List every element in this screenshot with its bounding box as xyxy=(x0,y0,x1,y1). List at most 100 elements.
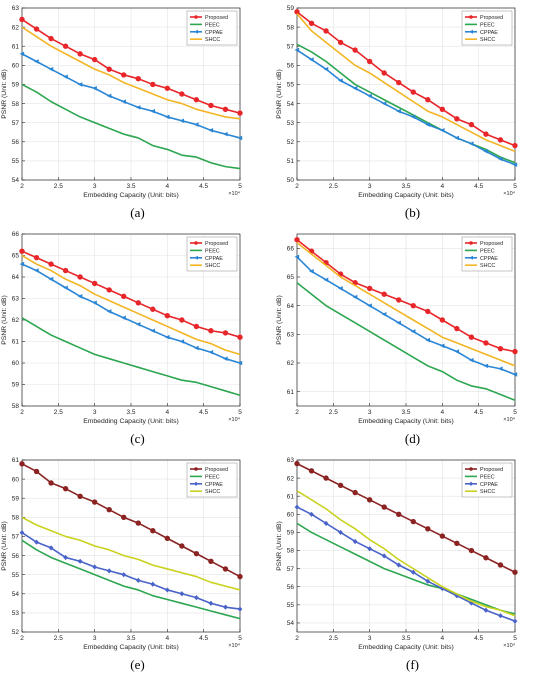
data-point xyxy=(92,564,98,570)
data-point xyxy=(454,349,460,354)
x-axis-multiplier: ×10⁴ xyxy=(503,642,515,649)
x-tick-label: 4.5 xyxy=(474,409,483,416)
x-tick-label: 2 xyxy=(295,183,299,190)
data-point xyxy=(308,468,315,474)
data-point xyxy=(33,468,40,475)
y-tick-label: 59 xyxy=(12,82,20,89)
data-point xyxy=(483,131,489,137)
legend-label: SHCC xyxy=(205,37,220,43)
x-tick-label: 4 xyxy=(166,409,170,416)
panel-label-b: (b) xyxy=(404,205,421,220)
y-tick-label: 66 xyxy=(12,231,20,238)
series-line-peec xyxy=(296,282,516,402)
x-tick-label: 5 xyxy=(513,183,517,190)
data-point xyxy=(366,58,373,65)
data-point xyxy=(439,128,445,133)
line-chart-d: 2 2.5 3 3.5 4 4.5 5 61 62 63 64 65 66 ×10⁴ Embedding C… xyxy=(276,233,518,425)
data-point xyxy=(497,366,503,372)
data-point xyxy=(338,286,343,291)
data-point xyxy=(92,85,97,91)
x-axis-multiplier: ×10⁴ xyxy=(228,190,240,197)
data-point xyxy=(366,285,373,292)
series-shcc xyxy=(21,26,241,120)
legend-label: CPPAE xyxy=(480,482,498,488)
x-tick-label: 2.5 xyxy=(329,635,338,642)
series-proposed xyxy=(19,461,243,580)
legend-label: CPPAE xyxy=(205,256,223,262)
x-tick-label: 5 xyxy=(238,409,242,416)
data-point xyxy=(498,613,503,619)
y-tick-label: 60 xyxy=(12,63,20,70)
series-cppae xyxy=(294,254,518,377)
data-point xyxy=(323,520,329,526)
x-tick-label: 2.5 xyxy=(329,409,338,416)
data-point xyxy=(483,607,489,613)
y-tick-label: 56 xyxy=(12,139,20,146)
data-point xyxy=(367,93,372,99)
data-point xyxy=(512,618,518,624)
data-point xyxy=(237,110,243,116)
series-peec xyxy=(21,83,241,170)
legend-marker xyxy=(469,481,473,486)
series-line-cppae xyxy=(21,263,241,364)
y-tick-label: 64 xyxy=(12,274,20,281)
y-tick-label: 55 xyxy=(287,82,295,89)
data-point xyxy=(381,101,387,106)
legend-marker xyxy=(194,29,198,34)
legend-label: PEEC xyxy=(480,22,495,28)
panel-label-a: (a) xyxy=(130,205,145,220)
y-tick-label: 58 xyxy=(287,24,295,31)
legend-marker xyxy=(194,15,198,19)
data-point xyxy=(309,511,314,517)
y-tick-label: 63 xyxy=(12,296,20,303)
y-tick-label: 62 xyxy=(12,317,20,324)
legend-label: PEEC xyxy=(480,248,495,254)
y-tick-label: 57 xyxy=(12,534,20,541)
data-point xyxy=(135,76,141,82)
x-tick-label: 3.5 xyxy=(126,409,135,416)
legend-label: PEEC xyxy=(480,474,495,480)
data-point xyxy=(512,142,518,149)
y-tick-label: 58 xyxy=(287,548,295,555)
y-tick-label: 63 xyxy=(12,5,20,12)
series-peec xyxy=(296,43,516,164)
legend-marker xyxy=(194,481,198,486)
data-point xyxy=(208,328,214,334)
y-tick-label: 57 xyxy=(287,566,295,573)
y-tick-label: 58 xyxy=(12,403,20,410)
series-line-cppae xyxy=(296,256,516,376)
data-point xyxy=(497,137,504,143)
data-point xyxy=(454,116,460,122)
legend-label: PEEC xyxy=(205,22,220,28)
data-point xyxy=(193,550,200,557)
series-line-cppae xyxy=(296,506,516,622)
x-axis-label: Embedding Capacity (Unit: bits) xyxy=(83,418,179,425)
data-point xyxy=(294,9,300,15)
legend-label: SHCC xyxy=(205,263,220,269)
x-tick-label: 4 xyxy=(166,183,170,190)
data-point xyxy=(323,277,329,283)
series-line-shcc xyxy=(21,26,241,120)
data-point xyxy=(425,122,430,127)
data-point xyxy=(19,16,25,23)
data-point xyxy=(135,322,141,327)
data-point xyxy=(222,106,229,112)
chart-panel-c: 2 2.5 3 3.5 4 4.5 5 58 59 60 61 62 63 64 65 66 ×10⁴ Embed… xyxy=(0,226,275,452)
data-point xyxy=(425,308,431,315)
y-axis-label: PSNR (Unit: dB) xyxy=(276,521,283,570)
data-point xyxy=(222,566,229,572)
legend-label: SHCC xyxy=(480,37,495,43)
y-tick-label: 59 xyxy=(287,5,295,12)
y-tick-label: 62 xyxy=(287,475,295,482)
data-point xyxy=(208,349,214,355)
data-point xyxy=(396,108,401,114)
x-tick-label: 4 xyxy=(441,183,445,190)
x-tick-label: 4 xyxy=(166,635,170,642)
data-point xyxy=(77,294,83,299)
x-axis-label: Embedding Capacity (Unit: bits) xyxy=(83,644,179,651)
data-point xyxy=(512,569,518,575)
data-point xyxy=(439,317,446,323)
data-point xyxy=(164,334,170,340)
y-tick-label: 54 xyxy=(12,177,20,184)
data-point xyxy=(237,606,243,612)
